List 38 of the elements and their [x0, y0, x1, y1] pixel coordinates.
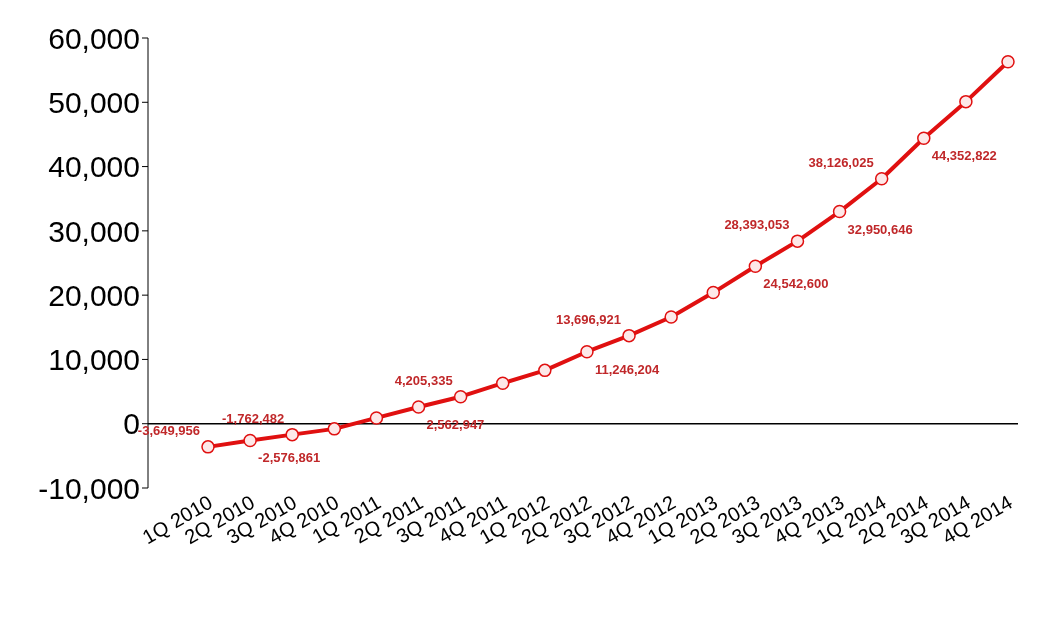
annotation: 32,950,646	[847, 221, 913, 237]
annotation: -2,576,861	[258, 450, 321, 466]
point	[453, 389, 468, 404]
annotation: 13,696,921	[555, 311, 622, 327]
y-tick-label: 50,000	[48, 85, 140, 119]
point	[411, 400, 426, 414]
annotation: 44,352,822	[931, 148, 997, 164]
point	[874, 172, 889, 186]
point	[538, 363, 552, 378]
point	[622, 328, 636, 343]
point	[832, 204, 847, 219]
point	[790, 234, 805, 248]
y-tick-label: -10,000	[38, 471, 140, 505]
point	[748, 259, 763, 273]
y-tick-label: 40,000	[48, 150, 140, 184]
annotation: 28,393,053	[724, 217, 790, 233]
point	[201, 440, 215, 454]
point	[243, 433, 257, 448]
annotation: 4,205,335	[394, 372, 453, 388]
y-tick-label: 10,000	[48, 343, 140, 377]
point	[285, 427, 299, 442]
point	[580, 344, 594, 359]
y-tick-label: 60,000	[48, 21, 140, 55]
point	[959, 94, 973, 109]
y-tick-label: 30,000	[48, 214, 140, 248]
annotation: 11,246,204	[594, 361, 661, 377]
point	[917, 131, 931, 146]
annotation: 38,126,025	[808, 154, 874, 170]
point	[1001, 55, 1015, 69]
annotation: -1,762,482	[222, 410, 285, 426]
point	[327, 422, 342, 436]
y-tick-label: 20,000	[48, 278, 140, 312]
y-tick-label: 0	[123, 407, 140, 441]
point	[706, 285, 721, 300]
point	[369, 411, 384, 425]
point	[495, 376, 510, 390]
point	[664, 310, 678, 324]
annotation: 24,542,600	[763, 276, 829, 292]
